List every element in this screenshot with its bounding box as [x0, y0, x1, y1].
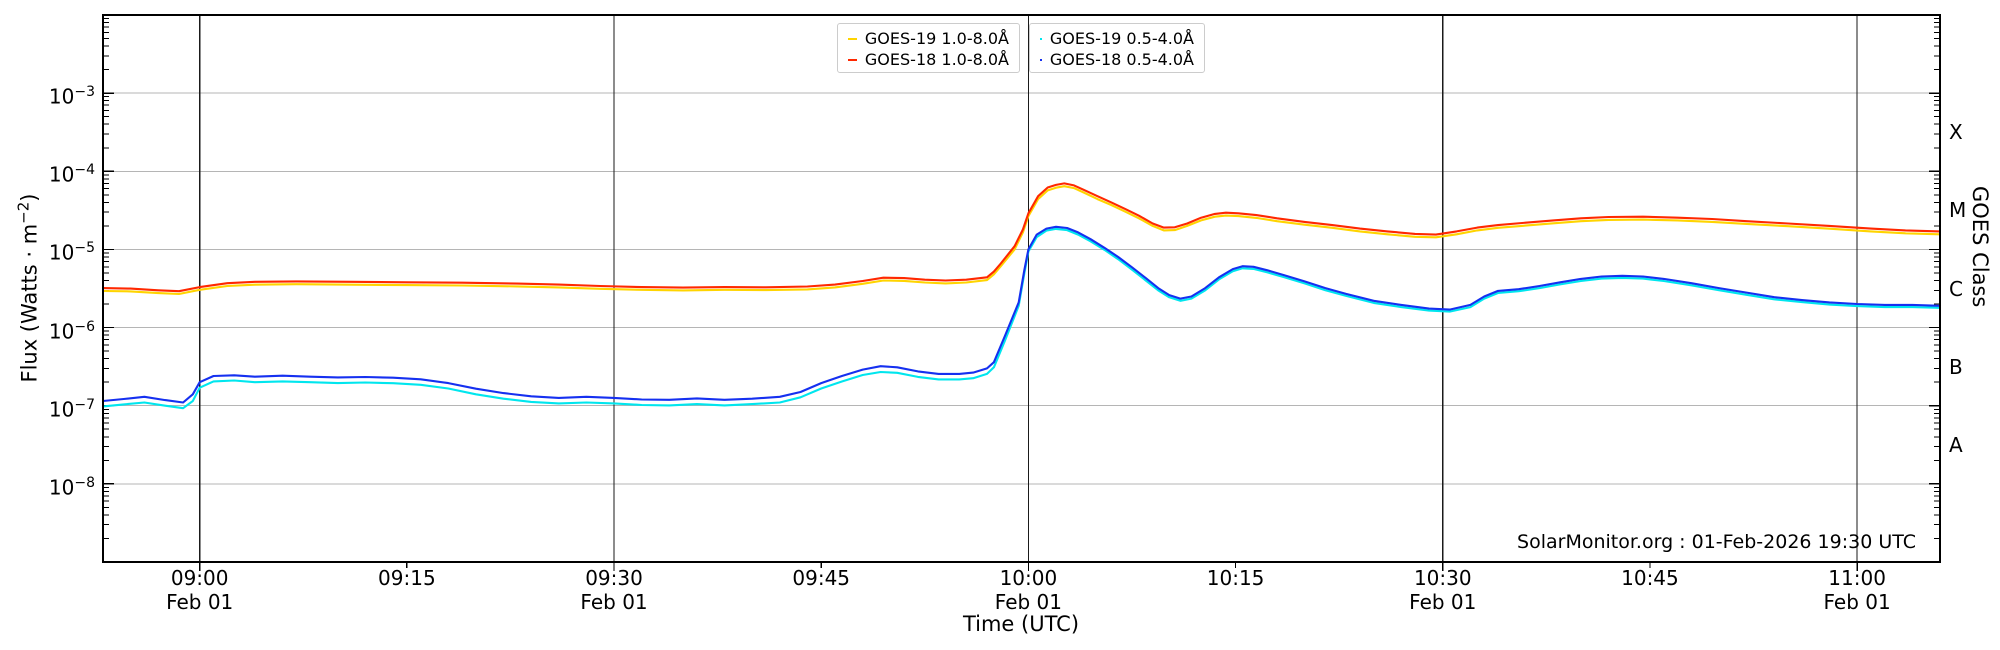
goes-class-label-M: M [1949, 198, 1967, 223]
legend-short-channel: GOES-19 0.5-4.0Å GOES-18 0.5-4.0Å [1029, 23, 1205, 73]
y-tick-label: 10−8 [48, 474, 95, 500]
series-line-1 [101, 182, 1942, 293]
series-line-3 [101, 225, 1942, 404]
legend-swatch-icon [848, 37, 857, 40]
y-tick-label: 10−7 [48, 396, 95, 422]
x-tick-date-label: Feb 01 [580, 590, 648, 614]
x-tick-date-label: Feb 01 [166, 590, 234, 614]
legend-label: GOES-18 1.0-8.0Å [864, 49, 1009, 69]
x-tick-label: 10:45 [1621, 566, 1679, 590]
x-tick-label: 10:00 [999, 566, 1058, 590]
y-axis-title: Flux (Watts · m−2) [15, 193, 42, 382]
legend-label: GOES-18 0.5-4.0Å [1049, 49, 1194, 69]
legend-label: GOES-19 0.5-4.0Å [1049, 28, 1194, 48]
goes-class-label-C: C [1949, 276, 1963, 301]
x-tick-date-label: Feb 01 [1409, 590, 1477, 614]
goes-class-label-A: A [1949, 432, 1963, 457]
legend-label: GOES-19 1.0-8.0Å [864, 28, 1009, 48]
x-tick-label: 09:00 [170, 566, 229, 590]
legend-long-channel: GOES-19 1.0-8.0Å GOES-18 1.0-8.0Å [837, 23, 1020, 73]
series-line-0 [101, 185, 1942, 296]
goes-class-label-B: B [1949, 354, 1963, 379]
legend-entry: GOES-19 1.0-8.0Å [844, 28, 1009, 49]
x-tick-label: 11:00 [1828, 566, 1886, 590]
y-tick-label: 10−3 [48, 84, 95, 109]
y-tick-label: 10−5 [48, 240, 95, 266]
legend-entry: GOES-18 0.5-4.0Å [1036, 49, 1194, 70]
solarmonitor-watermark: SolarMonitor.org : 01-Feb-2026 19:30 UTC [1517, 531, 1916, 553]
x-tick-label: 09:45 [792, 566, 851, 590]
right-axis-title: GOES Class [1968, 186, 1992, 308]
goes-class-label-X: X [1949, 120, 1963, 145]
x-tick-label: 09:15 [378, 566, 436, 590]
legend-entry: GOES-19 0.5-4.0Å [1036, 28, 1194, 49]
x-tick-label: 10:30 [1413, 566, 1472, 590]
y-axis-title-sup: −2 [14, 201, 33, 224]
legend-swatch-icon [848, 58, 857, 61]
series-line-2 [101, 227, 1942, 410]
plot-border [102, 14, 1941, 563]
y-tick-label: 10−4 [48, 162, 95, 187]
x-axis-title: Time (UTC) [962, 612, 1080, 636]
legend-swatch-icon [1040, 58, 1042, 61]
legend-swatch-icon [1040, 37, 1042, 40]
x-tick-label: 09:30 [585, 566, 643, 590]
y-tick-label: 10−6 [48, 318, 95, 344]
x-tick-date-label: Feb 01 [1823, 590, 1891, 614]
x-tick-label: 10:15 [1206, 566, 1265, 590]
x-tick-date-label: Feb 01 [994, 590, 1062, 614]
y-axis-title-close: ) [17, 193, 42, 202]
legend-entry: GOES-18 1.0-8.0Å [844, 49, 1009, 70]
